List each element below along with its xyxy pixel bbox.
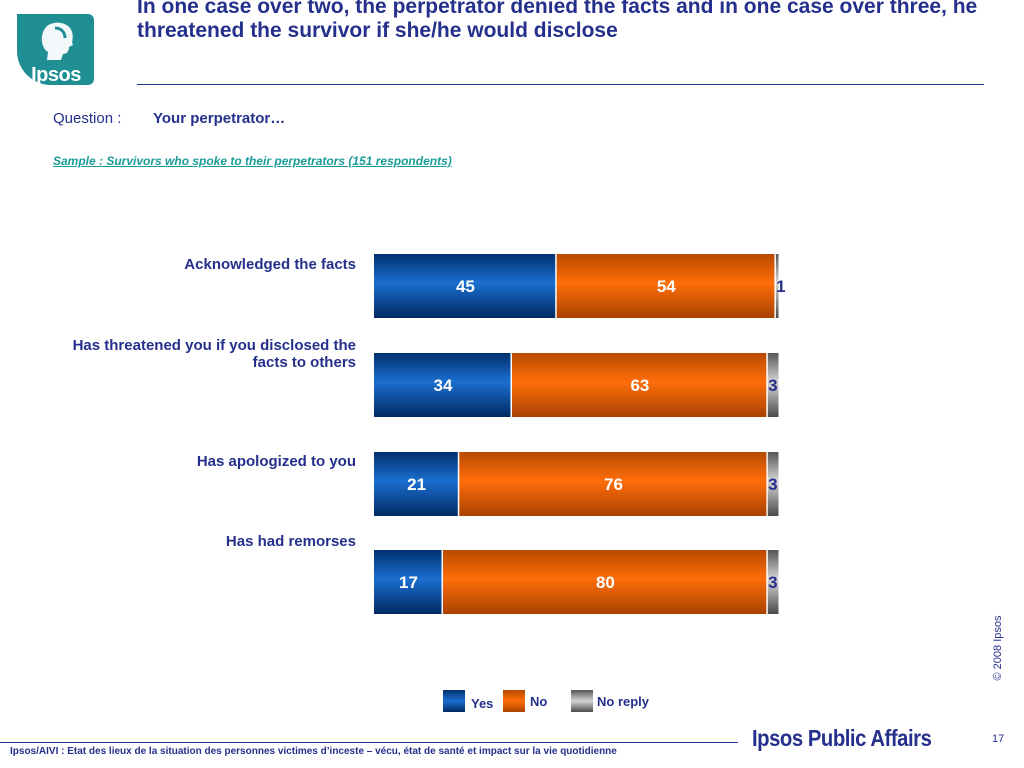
page-title: In one case over two, the perpetrator de… bbox=[137, 0, 978, 42]
page-number: 17 bbox=[992, 733, 1005, 745]
brand-name: Ipsos Public Affairs bbox=[752, 725, 932, 751]
data-label-yes: 45 bbox=[456, 277, 475, 296]
bar-no-reply bbox=[767, 550, 779, 614]
profile-head-icon bbox=[41, 22, 73, 60]
bar-no bbox=[556, 254, 775, 318]
question-label: Question : bbox=[53, 110, 122, 127]
data-label-no-reply: 3 bbox=[768, 475, 777, 494]
bar-no bbox=[459, 452, 767, 516]
category-label: Has had remorses bbox=[225, 533, 356, 550]
legend-label: No bbox=[530, 694, 548, 709]
category-label: Acknowledged the facts bbox=[184, 256, 356, 273]
ipsos-logo: Ipsos bbox=[17, 14, 94, 86]
legend-swatch-no-reply bbox=[571, 690, 593, 712]
question-text: Your perpetrator… bbox=[153, 110, 286, 127]
copyright: © 2008 Ipsos bbox=[992, 615, 1004, 681]
data-label-no: 63 bbox=[630, 376, 649, 395]
data-label-yes: 17 bbox=[399, 573, 418, 592]
data-label-no: 80 bbox=[596, 573, 615, 592]
bar-yes bbox=[374, 353, 511, 417]
data-label-no: 54 bbox=[657, 277, 676, 296]
category-label: Has threatened you if you disclosed the … bbox=[72, 337, 356, 371]
data-label-no-reply: 3 bbox=[768, 376, 777, 395]
title-divider bbox=[137, 84, 984, 85]
legend-label: No reply bbox=[597, 694, 650, 709]
bar-no bbox=[443, 550, 767, 614]
bar-yes bbox=[374, 452, 458, 516]
sample-note: Sample : Survivors who spoke to their pe… bbox=[53, 154, 452, 168]
legend-swatch-no bbox=[503, 690, 525, 712]
data-label-yes: 34 bbox=[434, 376, 453, 395]
logo-text: Ipsos bbox=[31, 64, 81, 86]
question: Question : Your perpetrator… bbox=[53, 110, 285, 127]
bar-no bbox=[512, 353, 767, 417]
footer-divider bbox=[0, 742, 738, 743]
footer-text: Ipsos/AIVI : Etat des lieux de la situat… bbox=[10, 746, 617, 757]
legend-label: Yes bbox=[471, 696, 494, 711]
data-label-yes: 21 bbox=[407, 475, 426, 494]
bar-yes bbox=[374, 254, 556, 318]
data-label-no: 76 bbox=[604, 475, 623, 494]
bar-yes bbox=[374, 550, 442, 614]
bar-no-reply bbox=[767, 353, 779, 417]
data-label-no-reply: 1 bbox=[776, 277, 785, 296]
category-label: Has apologized to you bbox=[196, 453, 356, 470]
data-label-no-reply: 3 bbox=[768, 573, 777, 592]
bar-no-reply bbox=[767, 452, 779, 516]
legend-swatch-yes bbox=[443, 690, 465, 712]
bar-no-reply bbox=[775, 254, 779, 318]
